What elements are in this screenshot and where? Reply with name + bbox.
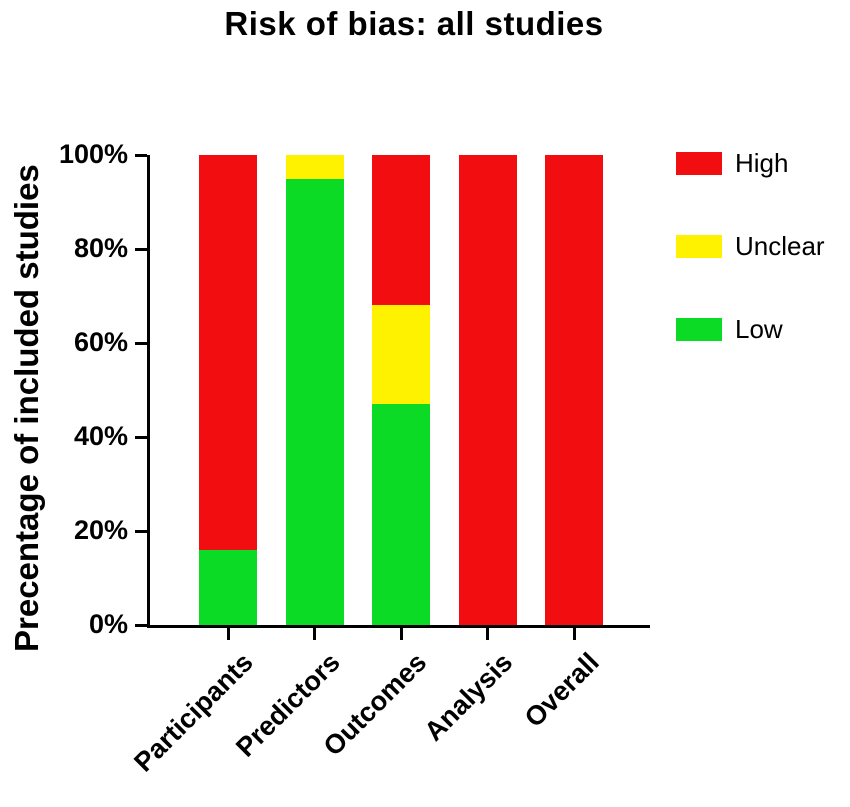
x-tick-mark [226,628,230,640]
y-tick-label: 20% [73,515,128,545]
y-tick-label: 100% [58,139,128,169]
bar-segment-low-outcomes [372,404,430,625]
x-tick-mark [313,628,316,640]
y-axis-line [147,155,150,628]
legend-label-low: Low [735,314,783,344]
x-category-label: Overall [519,647,606,733]
bar-segment-low-predictors [285,178,344,625]
legend: High Unclear Low [676,148,825,345]
bar-segment-unclear-predictors [285,155,344,179]
bar-segment-high-participants [199,155,257,550]
y-tick-mark [135,623,147,627]
legend-item-unclear: Unclear [676,231,825,262]
y-tick-mark [135,153,147,157]
legend-swatch-unclear [676,235,722,258]
y-tick-mark [135,247,147,251]
y-tick-label: 0% [88,609,128,639]
legend-label-high: High [735,148,789,178]
x-category-label: Analysis [418,647,519,747]
y-tick-mark [135,529,147,533]
bar-segment-unclear-outcomes [372,305,430,405]
legend-swatch-low [676,318,722,341]
chart-title: Risk of bias: all studies [224,5,604,42]
x-axis-line [147,625,650,628]
x-category-label: Participants [128,647,260,778]
y-tick-label: 80% [73,233,128,263]
y-tick-mark [135,435,147,439]
x-tick-mark [572,628,576,640]
bar-segment-high-analysis [458,155,517,625]
legend-label-unclear: Unclear [735,231,825,261]
y-tick-label: 60% [73,327,128,357]
bar-segment-low-participants [199,549,257,625]
y-tick-label: 40% [73,421,128,451]
bar-segment-high-outcomes [372,155,430,306]
x-tick-mark [486,628,489,640]
legend-item-low: Low [676,314,825,345]
bar-segment-high-overall [545,155,603,625]
legend-item-high: High [676,148,825,179]
y-tick-mark [135,341,147,345]
legend-swatch-high [676,152,722,175]
x-tick-mark [399,628,403,640]
